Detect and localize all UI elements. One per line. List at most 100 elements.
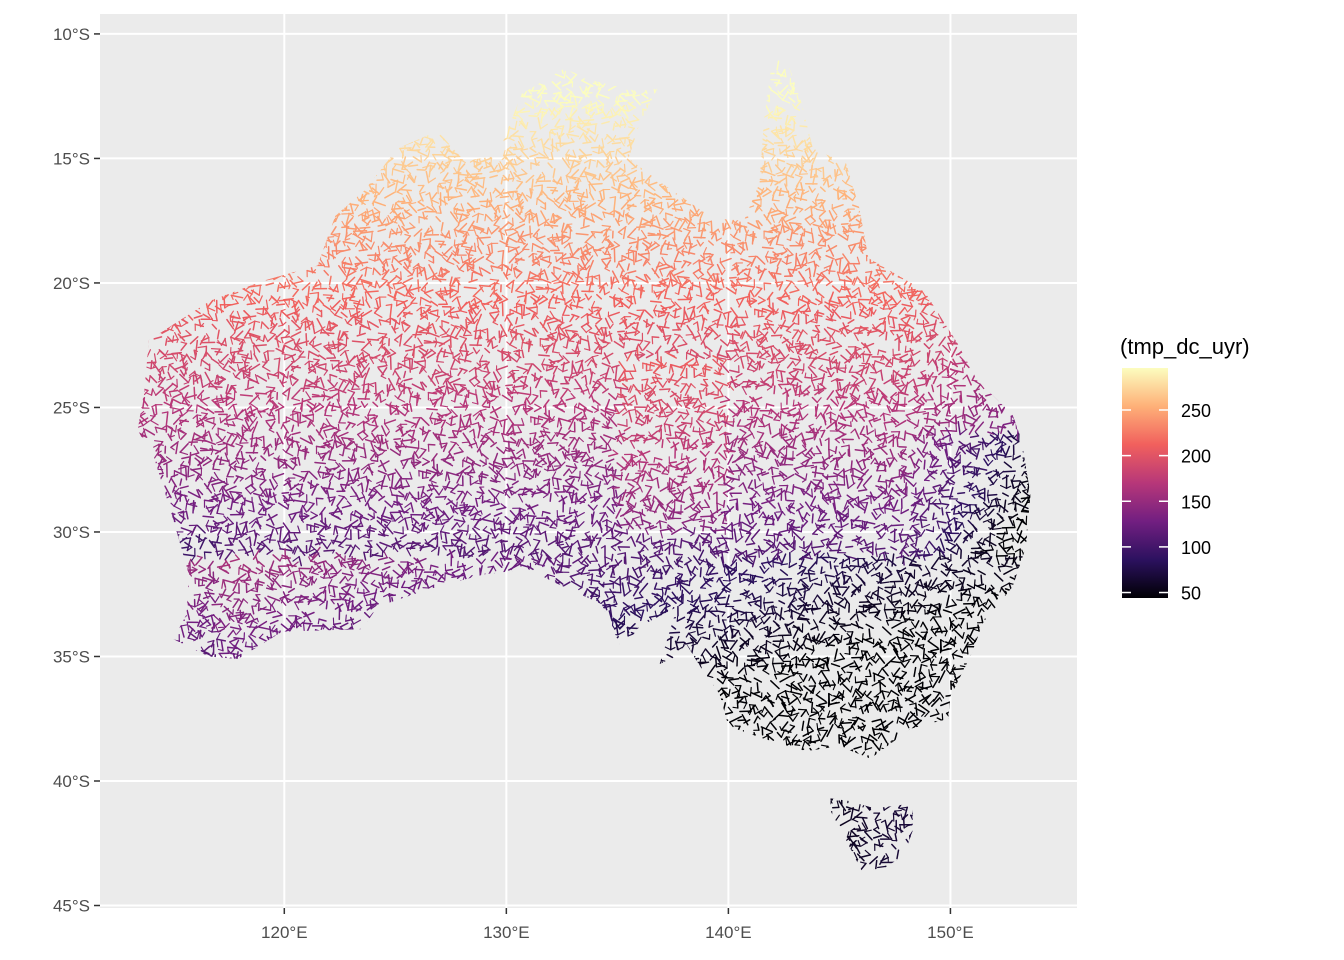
river-segment: [225, 383, 229, 394]
river-segment: [228, 613, 231, 618]
river-segment: [207, 430, 213, 442]
river-segment: [241, 426, 244, 439]
river-segment: [243, 429, 252, 432]
river-segment: [240, 450, 245, 464]
river-segment: [281, 557, 286, 560]
river-segment: [228, 464, 237, 472]
river-segment: [172, 392, 183, 399]
river-segment: [238, 540, 247, 551]
river-segment: [325, 600, 328, 610]
river-segment: [256, 617, 259, 623]
river-segment: [214, 399, 222, 403]
river-segment: [240, 460, 244, 470]
river-segment: [231, 549, 236, 554]
river-segment: [205, 587, 213, 592]
river-segment: [269, 332, 275, 335]
river-segment: [220, 593, 231, 598]
river-segment: [211, 423, 216, 430]
river-segment: [221, 529, 228, 534]
river-segment: [277, 540, 285, 544]
river-segment: [242, 563, 252, 571]
river-segment: [187, 465, 190, 478]
river-segment: [200, 412, 208, 422]
river-segment: [169, 406, 180, 410]
river-segment: [215, 433, 224, 442]
river-segment: [156, 350, 161, 355]
river-segment: [226, 591, 236, 601]
river-segment: [258, 513, 267, 516]
river-segment: [198, 319, 202, 328]
river-segment: [256, 312, 264, 316]
river-segment: [301, 622, 312, 625]
river-segment: [211, 399, 220, 408]
river-segment: [195, 474, 200, 482]
river-segment: [178, 408, 184, 417]
river-segment: [264, 488, 269, 498]
river-segment: [267, 513, 275, 526]
river-segment: [163, 459, 173, 466]
river-segment: [180, 624, 188, 627]
river-segment: [248, 509, 255, 513]
river-segment: [250, 433, 254, 448]
river-segment: [228, 460, 237, 467]
river-segment: [267, 595, 281, 602]
river-segment: [200, 359, 203, 367]
river-segment: [244, 474, 253, 480]
river-segment: [221, 407, 224, 413]
river-segment: [255, 307, 269, 310]
river-segment: [214, 543, 219, 557]
river-segment: [204, 604, 209, 611]
river-segment: [199, 625, 207, 629]
river-segment: [167, 364, 170, 371]
river-segment: [197, 345, 207, 349]
river-segment: [235, 653, 242, 658]
river-segment: [172, 516, 182, 524]
river-segment: [249, 405, 254, 415]
river-segment: [178, 514, 186, 520]
river-segment: [163, 389, 168, 402]
river-segment: [194, 577, 208, 582]
river-segment: [222, 483, 228, 490]
river-segment: [255, 555, 259, 564]
river-segment: [295, 615, 298, 629]
river-segment: [158, 349, 167, 357]
river-segment: [226, 516, 234, 525]
river-segment: [255, 567, 264, 573]
river-segment: [230, 384, 237, 387]
river-segment: [216, 512, 225, 515]
river-segment: [231, 320, 235, 327]
river-segment: [226, 413, 228, 421]
river-segment: [232, 291, 239, 295]
river-segment: [228, 537, 238, 540]
river-segment: [252, 416, 258, 424]
river-segment: [255, 594, 261, 602]
river-segment: [201, 576, 204, 585]
river-segment: [200, 322, 205, 328]
river-segment: [182, 353, 188, 362]
river-segment: [192, 501, 196, 511]
river-segment: [269, 504, 274, 509]
river-segment: [173, 470, 187, 477]
river-segment: [243, 581, 250, 586]
river-segment: [146, 349, 151, 358]
river-segment: [247, 332, 261, 338]
river-segment: [230, 398, 235, 404]
river-segment: [195, 404, 198, 414]
river-segment: [222, 360, 229, 370]
river-segment: [157, 366, 163, 372]
river-segment: [176, 389, 183, 394]
river-segment: [193, 432, 206, 440]
river-segment: [157, 378, 164, 383]
river-segment: [159, 354, 166, 360]
river-segment: [314, 560, 316, 566]
river-segment: [225, 477, 228, 485]
river-segment: [209, 506, 215, 515]
river-segment: [187, 569, 192, 577]
river-segment: [201, 412, 208, 415]
river-segment: [269, 312, 275, 318]
river-segment: [168, 391, 172, 398]
river-segment: [244, 483, 254, 490]
river-segment: [230, 294, 234, 300]
river-segment: [177, 429, 185, 434]
